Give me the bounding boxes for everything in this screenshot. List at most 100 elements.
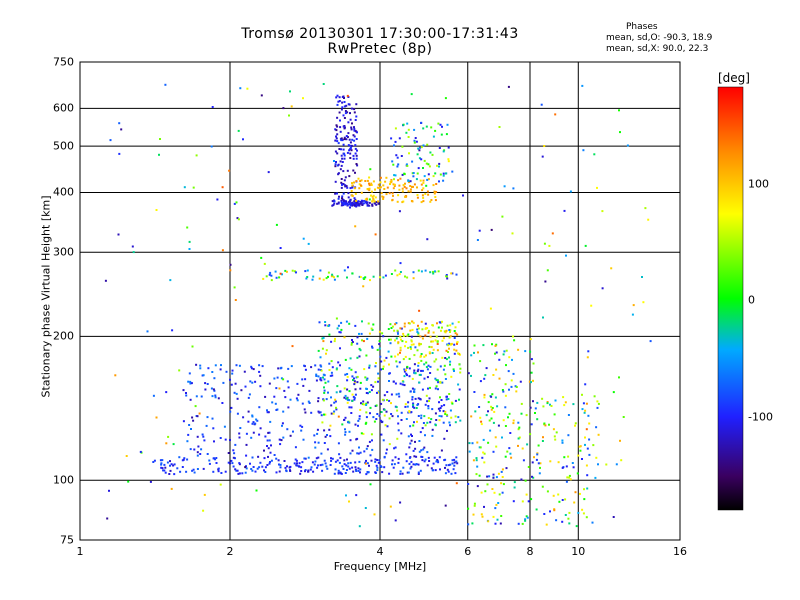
scatter-point (106, 517, 109, 520)
scatter-point (391, 459, 394, 462)
scatter-point (438, 180, 440, 183)
scatter-point (391, 192, 394, 195)
scatter-point (402, 332, 405, 335)
scatter-point (488, 475, 491, 478)
scatter-point (254, 470, 257, 473)
scatter-point (350, 126, 353, 129)
scatter-point (413, 369, 416, 372)
scatter-point (412, 271, 415, 274)
scatter-point (325, 277, 328, 280)
scatter-point (501, 389, 504, 391)
scatter-point (343, 396, 346, 399)
scatter-point (583, 411, 586, 414)
scatter-point (356, 336, 359, 339)
scatter-point (172, 443, 175, 446)
scatter-point (321, 337, 324, 340)
scatter-point (526, 443, 529, 446)
scatter-point (259, 427, 262, 430)
scatter-point (228, 169, 231, 172)
scatter-point (522, 459, 525, 462)
scatter-point (353, 381, 356, 384)
scatter-point (515, 390, 518, 393)
scatter-point (447, 398, 450, 400)
scatter-point (357, 200, 360, 203)
scatter-point (153, 459, 156, 462)
scatter-point (256, 467, 259, 470)
scatter-point (337, 100, 340, 103)
scatter-point (388, 417, 391, 420)
scatter-point (244, 385, 247, 388)
scatter-point (350, 202, 353, 205)
scatter-point (530, 498, 533, 501)
scatter-point (394, 519, 397, 522)
scatter-point (425, 394, 428, 397)
scatter-point (483, 452, 486, 455)
scatter-point (275, 276, 278, 279)
scatter-point (343, 179, 346, 182)
scatter-point (339, 130, 342, 133)
scatter-point (245, 454, 248, 457)
y-tick-label: 500 (53, 139, 74, 153)
scatter-point (342, 468, 345, 470)
scatter-point (341, 183, 344, 186)
scatter-point (445, 358, 448, 361)
scatter-point (524, 518, 527, 521)
scatter-point (237, 472, 240, 475)
scatter-point (385, 452, 388, 455)
scatter-point (219, 368, 222, 371)
scatter-point (395, 360, 398, 363)
scatter-point (196, 454, 199, 457)
scatter-point (433, 360, 436, 363)
scatter-point (562, 396, 565, 399)
scatter-point (480, 513, 483, 516)
scatter-point (307, 400, 310, 403)
scatter-point (365, 387, 368, 390)
scatter-point (341, 195, 344, 198)
scatter-point (257, 455, 260, 458)
scatter-point (426, 421, 429, 424)
scatter-point (534, 412, 536, 414)
scatter-point (349, 144, 352, 147)
scatter-point (342, 192, 345, 195)
scatter-point (202, 374, 205, 377)
scatter-point (439, 173, 442, 176)
scatter-point (114, 374, 117, 377)
scatter-point (344, 201, 347, 204)
scatter-point (290, 105, 293, 108)
scatter-point (426, 190, 429, 193)
scatter-point (398, 361, 401, 364)
scatter-point (264, 466, 267, 469)
scatter-point (350, 144, 353, 147)
scatter-point (475, 457, 478, 460)
scatter-point (373, 202, 376, 205)
scatter-point (431, 408, 434, 411)
scatter-point (346, 169, 349, 172)
scatter-point (169, 279, 172, 282)
scatter-point (363, 450, 366, 453)
scatter-point (388, 363, 390, 366)
scatter-point (297, 393, 300, 396)
scatter-point (368, 187, 371, 190)
scatter-point (501, 215, 504, 218)
scatter-point (512, 187, 515, 190)
scatter-point (408, 367, 411, 370)
scatter-point (494, 344, 497, 347)
scatter-point (240, 389, 243, 392)
scatter-point (449, 363, 451, 366)
scatter-point (543, 422, 546, 425)
scatter-point (494, 396, 497, 399)
scatter-point (524, 350, 527, 353)
scatter-point (441, 356, 444, 359)
scatter-point (494, 436, 497, 439)
scatter-point (375, 418, 378, 420)
scatter-point (453, 370, 455, 372)
scatter-point (301, 378, 304, 381)
scatter-point (448, 393, 451, 395)
scatter-point (542, 436, 544, 439)
scatter-point (380, 433, 383, 436)
scatter-point (328, 362, 331, 365)
scatter-point (324, 324, 327, 327)
scatter-point (330, 340, 333, 343)
scatter-point (392, 380, 395, 383)
scatter-point (396, 437, 399, 440)
